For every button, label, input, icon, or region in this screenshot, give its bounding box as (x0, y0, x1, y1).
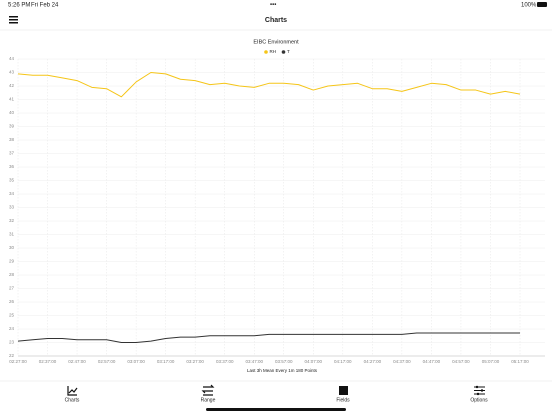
y-tick-label: 22 (9, 353, 15, 358)
y-tick-label: 26 (9, 299, 15, 304)
x-tick-label: 05:07:00 (482, 359, 500, 364)
y-tick-label: 27 (9, 286, 15, 291)
x-tick-label: 03:07:00 (127, 359, 145, 364)
y-tick-label: 38 (9, 137, 15, 142)
x-tick-label: 03:47:00 (245, 359, 263, 364)
y-tick-label: 37 (9, 151, 15, 156)
legend-label: T (287, 49, 290, 54)
y-tick-label: 28 (9, 272, 15, 277)
x-tick-label: 03:17:00 (157, 359, 175, 364)
tab-label[interactable]: Charts (65, 397, 80, 403)
home-indicator (206, 408, 346, 411)
chart-title: EIBC Environment (253, 39, 299, 45)
x-tick-label: 02:47:00 (68, 359, 86, 364)
y-tick-label: 30 (9, 245, 15, 250)
y-tick-label: 34 (9, 191, 15, 196)
x-tick-label: 02:37:00 (39, 359, 57, 364)
y-tick-label: 40 (9, 110, 15, 115)
y-tick-label: 29 (9, 259, 15, 264)
x-tick-label: 03:37:00 (216, 359, 234, 364)
legend-swatch (281, 50, 286, 54)
y-tick-label: 39 (9, 124, 15, 129)
y-tick-label: 24 (9, 326, 15, 331)
series-line (17, 72, 521, 98)
y-tick-label: 43 (9, 70, 15, 75)
tab-label[interactable]: Fields (336, 397, 350, 403)
x-tick-label: 02:57:00 (98, 359, 116, 364)
y-tick-label: 42 (9, 83, 15, 88)
menu-button[interactable] (9, 16, 18, 24)
tab-charts-icon[interactable] (67, 386, 78, 396)
y-tick-label: 23 (9, 340, 15, 345)
series-line (17, 332, 520, 343)
y-tick-label: 35 (9, 178, 15, 183)
y-tick-label: 36 (9, 164, 15, 169)
y-tick-label: 33 (9, 205, 15, 210)
x-tick-label: 04:57:00 (452, 359, 470, 364)
nav-title: Charts (265, 17, 287, 24)
plot: 22 23 24 25 26 27 28 29 30 31 32 33 34 35 36 37 38 39 40 41… (9, 49, 545, 364)
battery-icon (537, 2, 547, 7)
multitask-dots: ••• (270, 3, 276, 9)
y-tick-label: 25 (9, 313, 15, 318)
y-tick-label: 44 (9, 56, 15, 61)
tab-fields-icon[interactable] (339, 386, 348, 395)
x-tick-label: 04:17:00 (334, 359, 352, 364)
x-tick-label: 04:37:00 (393, 359, 411, 364)
status-time: 5:26 PM (8, 3, 30, 9)
x-tick-label: 04:07:00 (305, 359, 323, 364)
x-axis-label: Last 3h Mean Every 1m 180 Points (247, 368, 318, 373)
x-tick-label: 05:17:00 (511, 359, 529, 364)
tab-options-icon[interactable] (474, 385, 485, 396)
status-date: Fri Feb 24 (31, 3, 59, 9)
tab-range-icon[interactable] (201, 384, 215, 396)
x-tick-label: 02:27:00 (9, 359, 27, 364)
x-tick-label: 03:57:00 (275, 359, 293, 364)
y-tick-label: 31 (9, 232, 15, 237)
x-tick-label: 04:47:00 (423, 359, 441, 364)
x-tick-label: 04:27:00 (364, 359, 382, 364)
legend-swatch (264, 50, 268, 54)
legend-label: RH (270, 49, 277, 54)
x-tick-label: 03:27:00 (186, 359, 204, 364)
y-tick-label: 41 (9, 97, 15, 102)
tab-label[interactable]: Range (201, 397, 216, 403)
tab-label[interactable]: Options (470, 397, 488, 403)
status-battery: 100% (521, 3, 537, 9)
y-tick-label: 32 (9, 218, 15, 223)
